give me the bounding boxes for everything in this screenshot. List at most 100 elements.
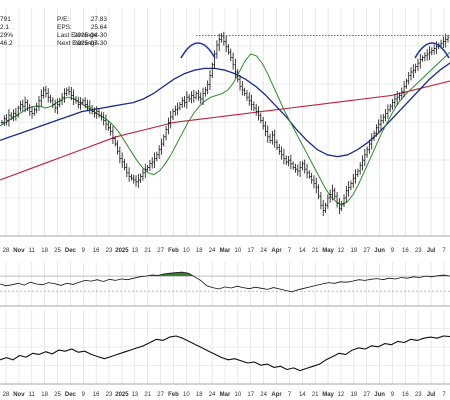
price-bar xyxy=(10,112,13,120)
price-bar xyxy=(49,94,52,104)
price-bar xyxy=(102,112,105,126)
x-tick-label: 9 xyxy=(391,248,395,254)
x-tick-label: May xyxy=(322,248,334,254)
price-bar xyxy=(271,130,274,145)
price-bar xyxy=(280,146,283,160)
price-bar xyxy=(137,174,140,188)
price-bar xyxy=(358,162,362,175)
price-bar xyxy=(104,114,108,131)
price-bar xyxy=(70,87,73,101)
price-bar xyxy=(164,126,168,141)
price-bar xyxy=(183,96,186,108)
price-bar xyxy=(326,194,330,209)
x-tick-label: Mar xyxy=(220,392,231,398)
price-bar xyxy=(389,103,392,113)
price-bar xyxy=(12,109,15,122)
price-bar xyxy=(148,160,152,171)
price-bar xyxy=(331,184,334,201)
price-bar xyxy=(428,46,431,60)
price-bar xyxy=(56,98,59,114)
x-tick-label: 23 xyxy=(106,392,113,398)
price-bar xyxy=(162,134,165,147)
stat-value: 2025-07-30 xyxy=(74,40,108,47)
price-bars xyxy=(0,31,450,216)
price-bar xyxy=(402,81,406,98)
price-bar xyxy=(322,199,325,216)
price-bar xyxy=(100,111,103,121)
price-bar xyxy=(423,52,427,62)
annotations xyxy=(180,34,450,59)
x-tick-label: 16 xyxy=(402,248,409,254)
price-bar xyxy=(282,148,286,165)
price-bar xyxy=(60,93,64,105)
price-bar xyxy=(294,163,297,173)
price-bar xyxy=(58,97,61,108)
oscillator-panel xyxy=(0,271,450,293)
price-bar xyxy=(238,75,242,91)
x-tick-label: Jul xyxy=(427,248,436,254)
x-tick-label: Dec xyxy=(65,392,77,398)
price-bar xyxy=(53,99,57,113)
x-tick-label: 21 xyxy=(144,392,151,398)
price-bar xyxy=(26,99,29,111)
price-bar xyxy=(361,155,364,171)
moving-average-long xyxy=(0,80,450,181)
x-tick-label: 21 xyxy=(144,248,151,254)
price-bar xyxy=(384,109,387,122)
x-tick-label: Feb xyxy=(168,392,179,398)
price-bar xyxy=(287,156,290,167)
x-tick-label: 27 xyxy=(363,248,370,254)
x-tick-label: 17 xyxy=(247,248,254,254)
price-bar xyxy=(185,91,189,109)
x-tick-label: 24 xyxy=(260,392,267,398)
x-tick-label: 18 xyxy=(41,248,48,254)
price-bar xyxy=(40,89,43,107)
price-bar xyxy=(363,148,367,167)
x-tick-label: 18 xyxy=(196,392,203,398)
relative-strength-panel xyxy=(0,335,450,372)
price-bar xyxy=(275,139,279,150)
stat-value: 25.64 xyxy=(91,24,108,31)
price-bar xyxy=(301,160,304,171)
x-tick-label: Apr xyxy=(271,392,282,398)
price-bar xyxy=(338,198,341,215)
price-bar xyxy=(97,109,101,118)
price-bar xyxy=(229,48,232,62)
x-tick-label: Feb xyxy=(168,248,179,254)
price-bar xyxy=(134,175,138,187)
price-bar xyxy=(426,49,429,61)
price-bar xyxy=(21,99,24,111)
price-bar xyxy=(234,58,237,78)
x-tick-label: 19 xyxy=(350,392,357,398)
price-bar xyxy=(227,44,230,55)
price-bar xyxy=(187,94,191,102)
x-tick-label: 16 xyxy=(93,392,100,398)
x-tick-label: 12 xyxy=(338,392,345,398)
price-bar xyxy=(197,90,200,101)
x-tick-label: 17 xyxy=(247,392,254,398)
relative-strength-line xyxy=(0,335,450,372)
price-bar xyxy=(127,167,131,182)
price-bar xyxy=(125,163,128,177)
x-tick-label: 28 xyxy=(3,392,10,398)
price-bar xyxy=(252,101,256,111)
price-bar xyxy=(333,187,336,200)
price-bar xyxy=(130,174,133,181)
price-bar xyxy=(155,151,159,162)
price-bar xyxy=(248,92,251,106)
price-bar xyxy=(419,54,422,69)
price-bar xyxy=(273,129,276,148)
price-bar xyxy=(114,136,117,147)
price-bar xyxy=(250,94,253,111)
ma-short-line xyxy=(0,51,450,206)
price-bar xyxy=(42,87,45,99)
price-bar xyxy=(291,161,295,170)
price-bar xyxy=(222,31,226,46)
ma-mid-line xyxy=(0,62,450,158)
stats-panel: 791 P/E: 27.83 2.1 EPS: 25.64 29% Last E… xyxy=(0,16,107,47)
x-tick-label: 27 xyxy=(157,248,164,254)
x-tick-label: Jul xyxy=(427,392,436,398)
stat-label: Next Earnings: xyxy=(57,40,100,47)
price-bar xyxy=(65,87,68,96)
